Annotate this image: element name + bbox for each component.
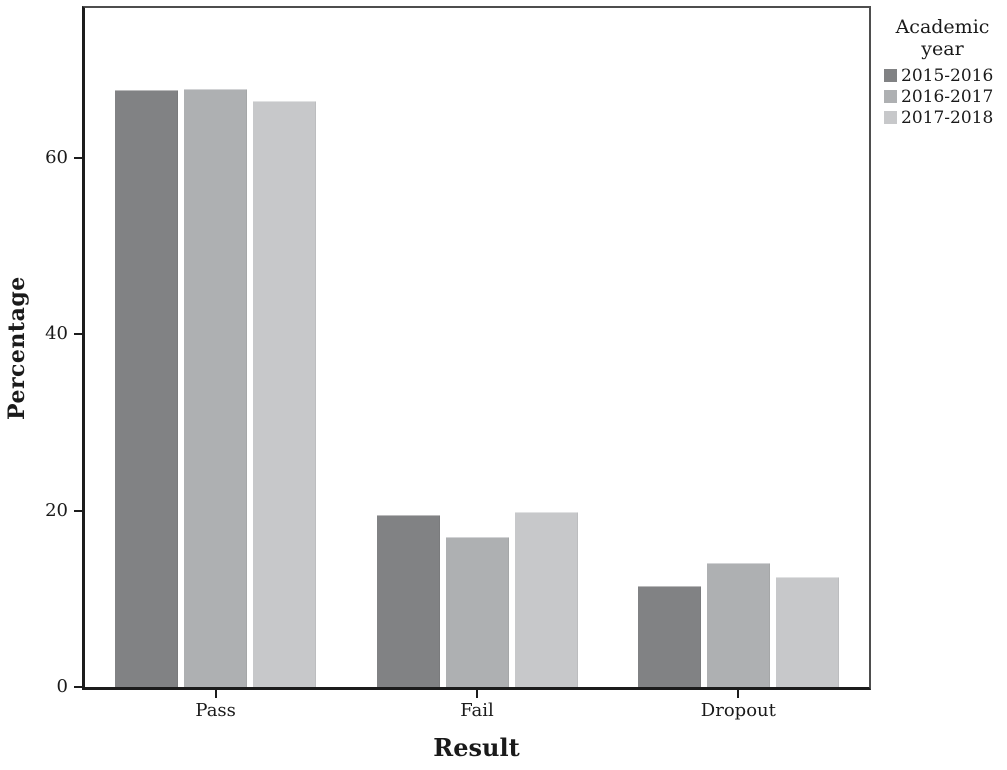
legend: Academic year 2015-2016 2016-2017 2017-201… bbox=[879, 16, 1006, 128]
bar-fail-2015-2016 bbox=[376, 515, 440, 687]
legend-swatch-icon bbox=[884, 111, 897, 124]
legend-entry-2016-2017: 2016-2017 bbox=[879, 86, 1006, 107]
bar-dropout-2015-2016 bbox=[637, 585, 701, 687]
bar-dropout-2017-2018 bbox=[775, 576, 839, 687]
bar-group-fail bbox=[376, 8, 578, 687]
bar-pass-2017-2018 bbox=[253, 100, 317, 687]
x-tick-label-fail: Fail bbox=[460, 700, 494, 721]
y-tick-label-20: 20 bbox=[45, 499, 68, 521]
legend-entry-2015-2016: 2015-2016 bbox=[879, 65, 1006, 86]
legend-title-line2: year bbox=[921, 38, 964, 60]
legend-title-line1: Academic bbox=[895, 16, 990, 38]
plot-area bbox=[82, 6, 871, 690]
y-tick-mark-40 bbox=[74, 333, 82, 336]
y-tick-label-40: 40 bbox=[45, 323, 68, 345]
bar-group-dropout bbox=[637, 8, 839, 687]
y-axis: 0 20 40 60 bbox=[0, 6, 82, 697]
y-tick-label-0: 0 bbox=[56, 676, 68, 697]
legend-label: 2016-2017 bbox=[901, 86, 994, 107]
legend-label: 2015-2016 bbox=[901, 65, 994, 86]
x-tick-mark-fail bbox=[476, 690, 478, 698]
y-tick-mark-20 bbox=[74, 509, 82, 512]
legend-title: Academic year bbox=[879, 16, 1006, 60]
plot-area-inner bbox=[85, 8, 869, 687]
bar-fail-2016-2017 bbox=[445, 537, 509, 687]
legend-entries: 2015-2016 2016-2017 2017-2018 bbox=[879, 65, 1006, 128]
y-tick-mark-0 bbox=[74, 686, 82, 688]
x-tick-mark-pass bbox=[214, 690, 217, 698]
x-tick-mark-dropout bbox=[737, 690, 740, 698]
x-axis: Pass Fail Dropout bbox=[82, 690, 871, 735]
y-tick-mark-60 bbox=[74, 156, 82, 159]
x-axis-title: Result bbox=[433, 733, 520, 762]
bar-dropout-2016-2017 bbox=[706, 562, 770, 687]
legend-swatch-icon bbox=[884, 69, 897, 82]
bar-fail-2017-2018 bbox=[514, 512, 578, 687]
bar-pass-2016-2017 bbox=[184, 89, 248, 687]
legend-swatch-icon bbox=[884, 90, 897, 103]
x-tick-label-pass: Pass bbox=[195, 700, 236, 721]
bar-group-pass bbox=[115, 8, 317, 687]
y-tick-label-60: 60 bbox=[45, 146, 68, 168]
legend-label: 2017-2018 bbox=[901, 107, 994, 128]
x-tick-label-dropout: Dropout bbox=[700, 700, 776, 721]
legend-entry-2017-2018: 2017-2018 bbox=[879, 107, 1006, 128]
bar-pass-2015-2016 bbox=[115, 90, 179, 687]
